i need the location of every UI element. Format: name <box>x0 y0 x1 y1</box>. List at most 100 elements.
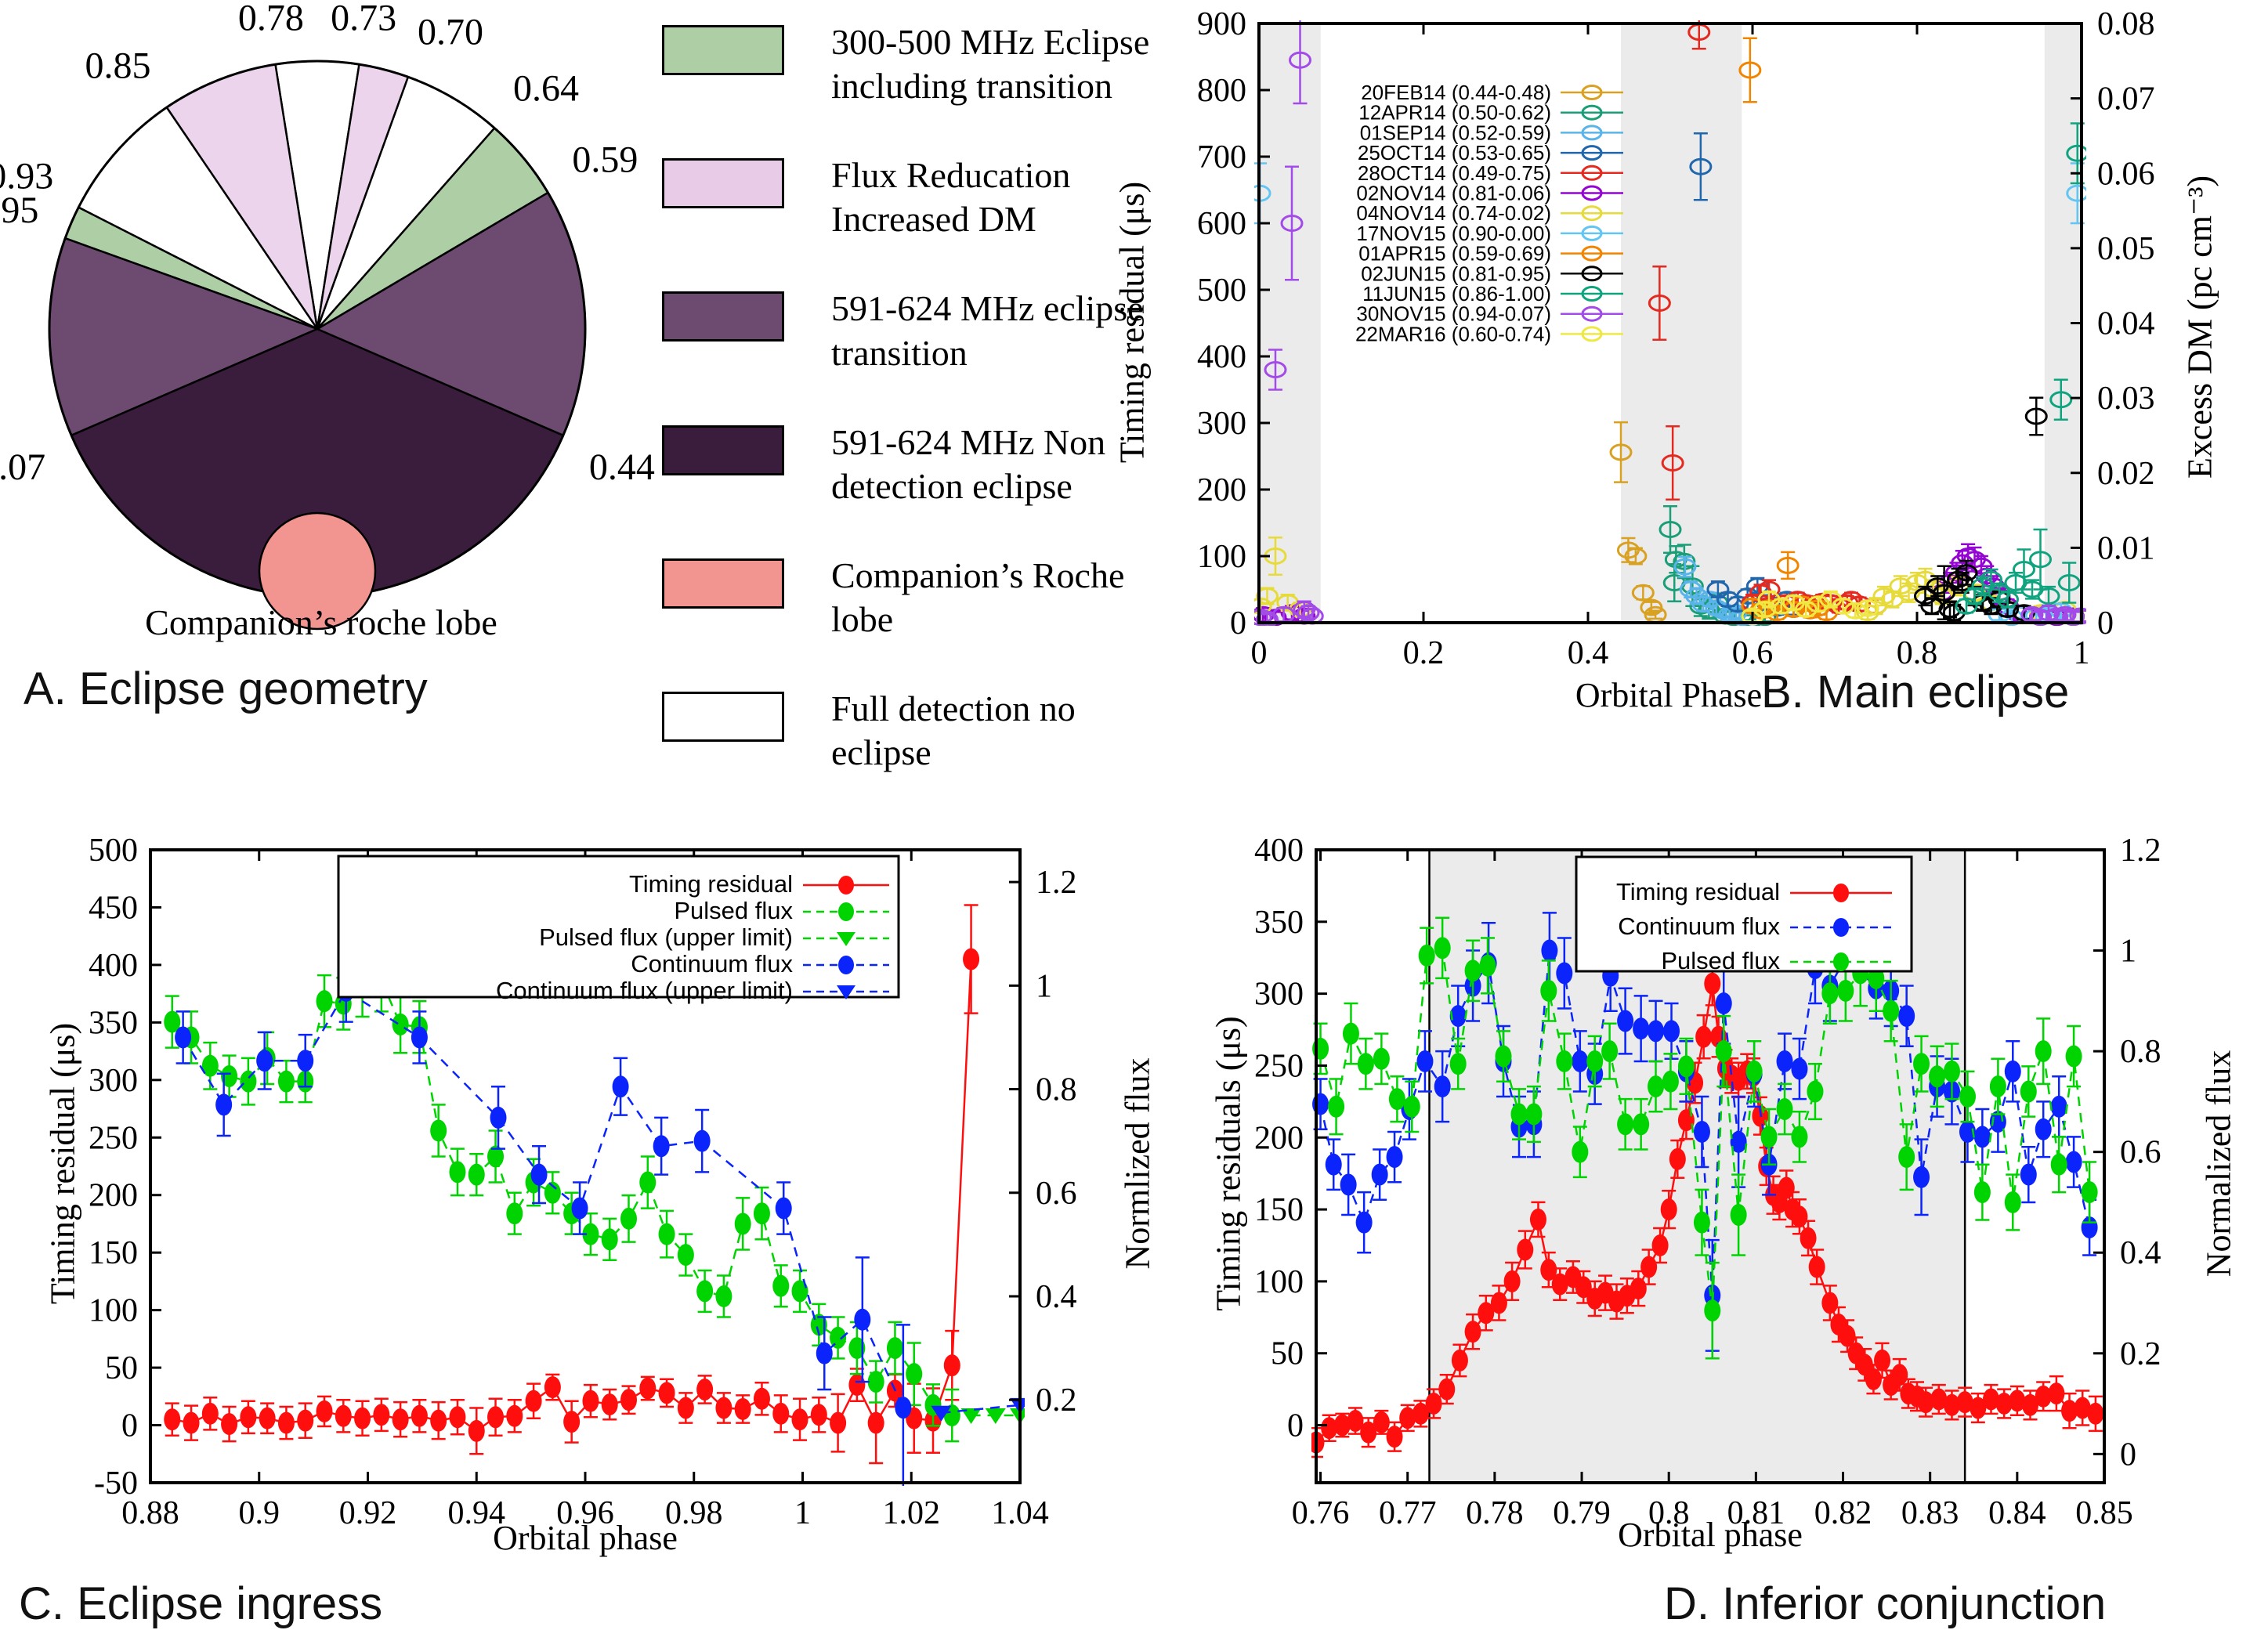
panel-b-caption: B. Main eclipse <box>1761 667 2070 717</box>
legend-sample-marker <box>1581 164 1603 181</box>
data-point <box>1434 1075 1451 1098</box>
data-point <box>1347 1410 1364 1433</box>
data-point <box>525 1390 542 1412</box>
data-point <box>1651 1234 1669 1256</box>
data-point <box>1357 1053 1374 1075</box>
data-point <box>658 1382 675 1404</box>
data-point <box>1704 972 1721 995</box>
data-point <box>677 1397 694 1419</box>
scatter-panel-b: 0 0.2 0.4 0.6 0.8 101002003004005006007008009… <box>1197 6 2155 671</box>
legend-sample-marker <box>838 902 854 921</box>
legend-item: Full detection no eclipse <box>662 687 1210 775</box>
data-point <box>1631 584 1655 602</box>
data-point <box>1856 599 1879 617</box>
data-point <box>1837 979 1854 1002</box>
y-tick-label: 450 <box>89 890 138 926</box>
data-point <box>1386 1146 1403 1169</box>
data-point <box>1360 1421 1377 1444</box>
data-point <box>530 1163 548 1186</box>
data-point <box>1617 1010 1634 1032</box>
data-point <box>449 1161 466 1184</box>
y-tick-label: 150 <box>1254 1192 1304 1228</box>
data-point <box>1738 61 1762 79</box>
series-pulsed-flux <box>164 948 960 1443</box>
data-point <box>639 1377 657 1400</box>
data-point <box>620 1207 637 1230</box>
y-tick-label: 100 <box>1197 539 1246 575</box>
data-point <box>791 1408 808 1431</box>
data-point <box>1373 1047 1390 1070</box>
y-tick-label: 0 <box>1230 605 1246 641</box>
legend-swatch-salmon <box>662 558 784 609</box>
y-tick-label: 200 <box>1254 1120 1304 1156</box>
legend-entry-label: 25OCT14 (0.53-0.65) <box>1358 141 1551 164</box>
data-point <box>1917 1391 1934 1414</box>
eclipse-geometry-pie: 0.73 0.78 0.85 0.930.95 0.07 0.44 0.59 0.64 0.70 <box>0 0 655 631</box>
data-point <box>1843 602 1867 620</box>
data-point <box>183 1411 200 1434</box>
data-point <box>1633 1113 1650 1136</box>
data-point <box>1386 1426 1403 1448</box>
legend-entry-label: 30NOV15 (0.94-0.07) <box>1356 302 1551 326</box>
series-line <box>941 1404 1021 1414</box>
legend-sample-marker <box>838 956 854 974</box>
y-tick-label: 100 <box>89 1293 138 1329</box>
legend-sample-marker <box>838 876 854 894</box>
data-point <box>1464 960 1481 982</box>
data-point <box>658 1223 675 1245</box>
data-point <box>696 1280 714 1303</box>
data-point <box>392 1013 409 1035</box>
y2-tick-label: 0.03 <box>2097 381 2155 417</box>
y2-tick-label: 1 <box>1036 968 1052 1004</box>
legend-sample-marker <box>1581 104 1603 121</box>
data-point <box>1658 521 1682 538</box>
data-point <box>1955 597 1978 615</box>
x-tick-label: 0.6 <box>1732 635 1774 671</box>
data-point <box>1868 967 1885 989</box>
pie-phase-label: 0.70 <box>418 11 483 52</box>
data-point <box>1503 1270 1521 1292</box>
data-point <box>775 1197 792 1220</box>
data-point <box>1898 1146 1915 1169</box>
y2-tick-label: 0.06 <box>2097 156 2155 192</box>
data-point <box>1807 1080 1824 1103</box>
data-point <box>867 1411 884 1434</box>
legend-box <box>1575 855 1913 973</box>
data-point <box>1633 1017 1650 1040</box>
x-tick-label: 0.85 <box>2075 1495 2133 1531</box>
data-point <box>1865 1368 1882 1390</box>
data-point <box>1693 1211 1710 1234</box>
data-point <box>1913 1166 1930 1188</box>
pie-phase-label: 0.78 <box>238 0 304 39</box>
legend-sample-marker <box>1581 85 1603 100</box>
legend-label: 591-624 MHz eclipse transition <box>831 288 1144 373</box>
pie-phase-label: 0.44 <box>589 446 655 488</box>
legend-entry-label: 01SEP14 (0.52-0.59) <box>1360 121 1551 144</box>
y-tick-label: 700 <box>1197 139 1246 175</box>
x-tick-label: 0.84 <box>1988 1495 2046 1531</box>
y-tick-label: 500 <box>89 833 138 869</box>
data-point <box>867 1371 884 1393</box>
data-point <box>1412 1402 1429 1425</box>
data-point <box>277 1070 295 1093</box>
pie-phase-label: 0.93 <box>0 155 53 197</box>
data-point <box>772 1274 790 1297</box>
data-point <box>1832 597 1854 615</box>
y-tick-label: 100 <box>1254 1264 1304 1300</box>
legend-item: Flux Reducation Increased DM <box>662 154 1210 241</box>
y-tick-label: 800 <box>1197 73 1246 109</box>
data-point <box>1996 591 2019 609</box>
legend-swatch-green <box>662 25 784 75</box>
data-point <box>1540 1259 1557 1281</box>
data-point <box>753 1202 770 1225</box>
data-point <box>1669 1147 1686 1170</box>
data-point <box>1609 443 1633 461</box>
legend-entry-label: 01APR15 (0.59-0.69) <box>1358 242 1551 266</box>
data-point <box>1495 1045 1512 1068</box>
x-tick-label: 0.2 <box>1403 635 1445 671</box>
data-point <box>2050 1095 2067 1118</box>
data-point <box>1425 1393 1442 1415</box>
companion-roche-lobe-circle <box>258 511 377 631</box>
data-point <box>221 1065 238 1088</box>
legend-entry-label: 12APR14 (0.50-0.62) <box>1358 101 1551 125</box>
